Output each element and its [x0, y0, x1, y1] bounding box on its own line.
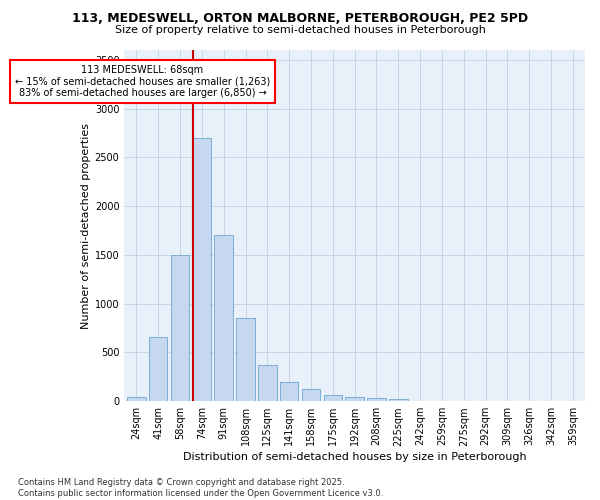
- Bar: [127, 398, 146, 401]
- Bar: [236, 318, 255, 401]
- Bar: [258, 364, 277, 401]
- Bar: [302, 390, 320, 401]
- Bar: [149, 337, 167, 401]
- Bar: [171, 255, 189, 401]
- Bar: [346, 397, 364, 401]
- Text: 113 MEDESWELL: 68sqm
← 15% of semi-detached houses are smaller (1,263)
83% of se: 113 MEDESWELL: 68sqm ← 15% of semi-detac…: [15, 64, 270, 98]
- Bar: [193, 138, 211, 401]
- Bar: [367, 398, 386, 401]
- Text: Size of property relative to semi-detached houses in Peterborough: Size of property relative to semi-detach…: [115, 25, 485, 35]
- Text: Contains HM Land Registry data © Crown copyright and database right 2025.
Contai: Contains HM Land Registry data © Crown c…: [18, 478, 383, 498]
- Bar: [280, 382, 298, 401]
- Text: 113, MEDESWELL, ORTON MALBORNE, PETERBOROUGH, PE2 5PD: 113, MEDESWELL, ORTON MALBORNE, PETERBOR…: [72, 12, 528, 26]
- Bar: [323, 395, 342, 401]
- Bar: [389, 399, 407, 401]
- Bar: [214, 236, 233, 401]
- X-axis label: Distribution of semi-detached houses by size in Peterborough: Distribution of semi-detached houses by …: [183, 452, 526, 462]
- Y-axis label: Number of semi-detached properties: Number of semi-detached properties: [80, 122, 91, 328]
